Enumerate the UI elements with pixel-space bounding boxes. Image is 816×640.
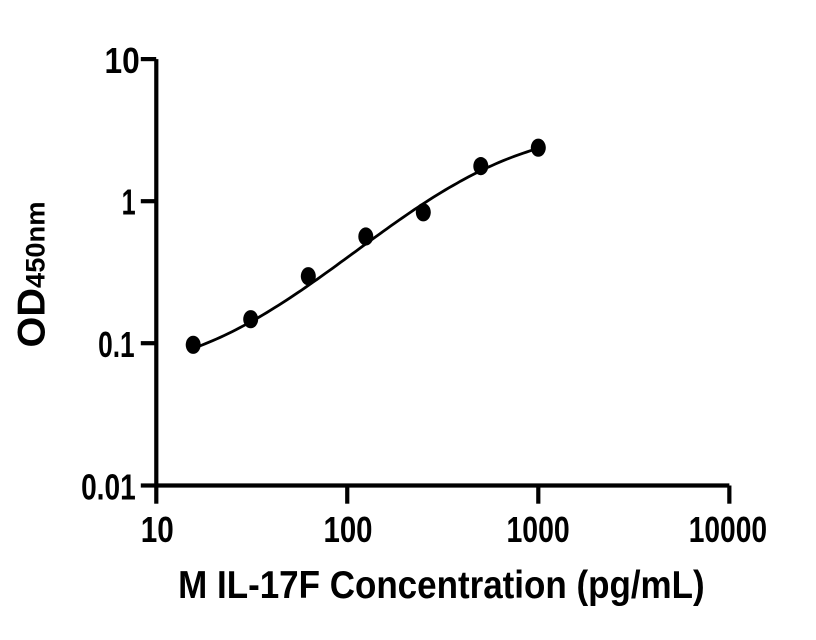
svg-text:OD450nm: OD450nm bbox=[11, 202, 53, 348]
svg-text:0.01: 0.01 bbox=[81, 467, 136, 507]
svg-text:10000: 10000 bbox=[689, 510, 767, 550]
svg-text:10: 10 bbox=[141, 509, 174, 549]
svg-text:10: 10 bbox=[104, 41, 139, 81]
svg-text:1: 1 bbox=[122, 182, 136, 223]
svg-text:1000: 1000 bbox=[506, 510, 569, 550]
svg-text:M IL-17F Concentration (pg/mL): M IL-17F Concentration (pg/mL) bbox=[178, 563, 705, 606]
svg-text:0.1: 0.1 bbox=[98, 324, 135, 365]
svg-text:100: 100 bbox=[323, 509, 372, 550]
